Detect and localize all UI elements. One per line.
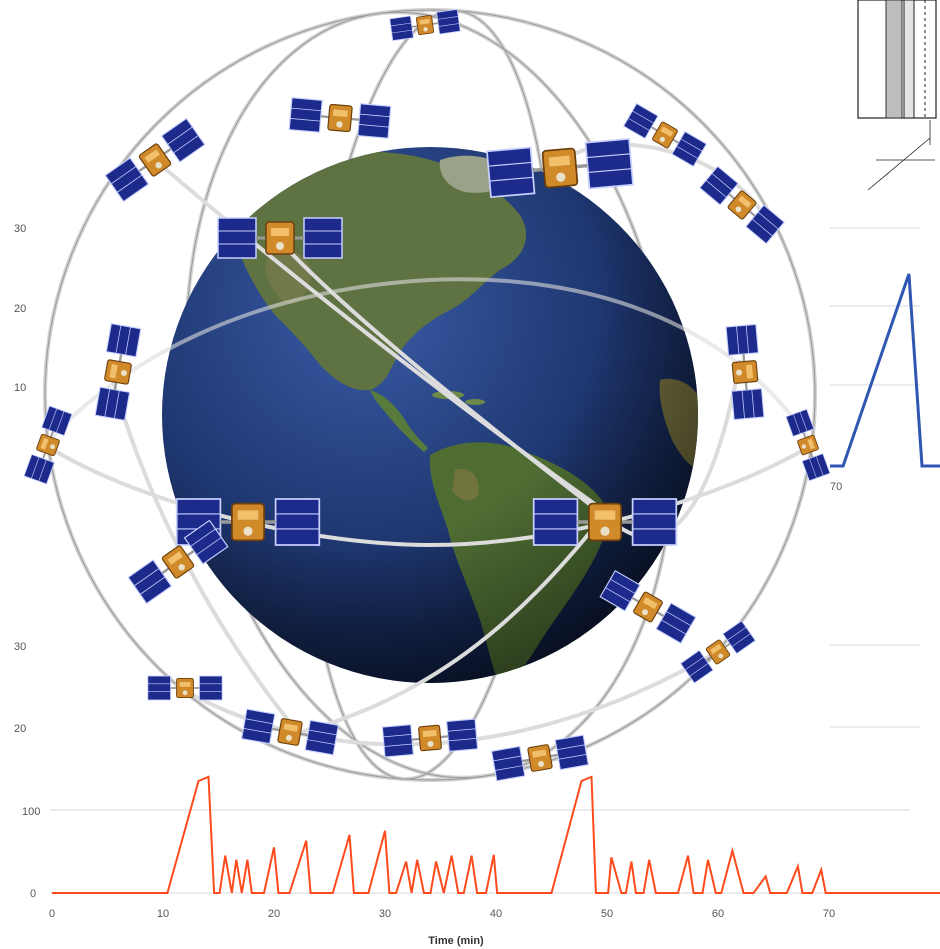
satellite-constellation [23,8,831,782]
satellite-14 [127,519,229,605]
bottom-x-tick-1: 10 [157,908,169,920]
satellite-11 [785,408,831,482]
bottom-x-tick-6: 60 [712,908,724,920]
bottom-x-tick-5: 50 [601,908,613,920]
bottom-x-ticks: 0 10 20 30 40 50 60 70 [49,908,835,920]
satellite-20 [490,734,590,782]
satellite-19 [381,718,479,758]
satellite-16 [680,620,756,684]
satellite-8 [94,322,142,422]
right-chart-plot [830,273,940,468]
satellite-15 [599,569,697,645]
bottom-x-tick-7: 70 [823,908,835,920]
satellite-10 [23,405,73,485]
orbits-front [43,142,814,747]
bottom-y-tick-1: 0 [30,888,36,900]
bottom-x-tick-3: 30 [379,908,391,920]
bottom-x-title: Time (min) [428,935,484,947]
satellite-1 [389,8,461,42]
right-chart-x-tick: 70 [830,481,842,493]
satellite-5 [104,117,206,203]
satellite-3 [486,137,634,199]
satellite-4 [217,217,343,259]
right-series-line [830,273,940,468]
satellite-13 [532,498,678,546]
background-charts: 30 20 10 30 20 70 100 0 0 10 20 30 40 50 60 70 … [14,0,940,947]
satellite-2 [288,97,392,139]
satellite-6 [622,102,708,168]
left-axis-upper-tick-2: 10 [14,382,26,394]
earth-globe [162,147,698,683]
bottom-series-line [52,775,940,894]
left-axis-lower-tick-0: 30 [14,641,26,653]
left-axis-lower-tick-1: 20 [14,723,26,735]
bottom-chart-plot [52,775,940,894]
satellite-12 [175,498,321,546]
satellite-18 [240,708,340,756]
satellite-9 [725,323,765,421]
left-axis-upper-tick-0: 30 [14,223,26,235]
left-axis-upper-tick-1: 20 [14,303,26,315]
satellite-17 [147,675,223,701]
bottom-x-tick-0: 0 [49,908,55,920]
gridlines [50,227,940,894]
satellite-7 [699,165,785,245]
bottom-chart: 100 0 0 10 20 30 40 50 60 70 Time (min) [22,775,940,947]
bottom-y-tick-0: 100 [22,806,40,818]
bottom-x-tick-4: 40 [490,908,502,920]
bottom-x-tick-2: 20 [268,908,280,920]
drawing-fragment [857,0,937,191]
